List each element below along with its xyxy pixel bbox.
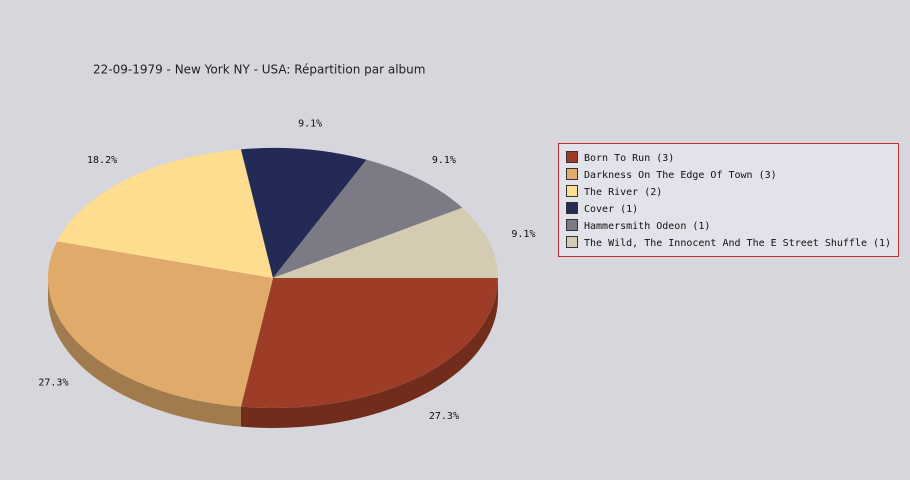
legend-label: The River (2) [584, 187, 662, 198]
slice-side [48, 278, 241, 427]
slice [273, 207, 498, 278]
legend-swatch [566, 151, 578, 163]
value-label: 9.1% [511, 229, 535, 240]
legend: Born To Run (3) Darkness On The Edge Of T… [566, 151, 891, 249]
legend-swatch [566, 168, 578, 180]
pie: 27.3% 27.3% 18.2% 9.1% 9.1% 9.1% [38, 119, 535, 428]
chart-title: 22-09-1979 - New York NY - USA: Répartit… [93, 63, 425, 77]
legend-swatch [566, 236, 578, 248]
value-label: 9.1% [298, 119, 322, 130]
legend-label: Cover (1) [584, 204, 638, 215]
value-label: 9.1% [432, 155, 456, 166]
slice [57, 149, 274, 278]
legend-label: Hammersmith Odeon (1) [584, 221, 710, 232]
legend-label: The Wild, The Innocent And The E Street … [584, 238, 891, 249]
legend-swatch [566, 202, 578, 214]
value-label: 27.3% [38, 377, 68, 388]
slice-side [240, 278, 498, 428]
slice [48, 241, 273, 407]
slice [273, 159, 463, 278]
slice [240, 148, 367, 278]
legend-box [558, 143, 899, 257]
legend-swatch [566, 219, 578, 231]
legend-swatch [566, 185, 578, 197]
legend-label: Darkness On The Edge Of Town (3) [584, 170, 777, 181]
value-label: 18.2% [87, 155, 117, 166]
slice [240, 278, 498, 409]
legend-label: Born To Run (3) [584, 153, 674, 164]
value-label: 27.3% [429, 411, 459, 422]
